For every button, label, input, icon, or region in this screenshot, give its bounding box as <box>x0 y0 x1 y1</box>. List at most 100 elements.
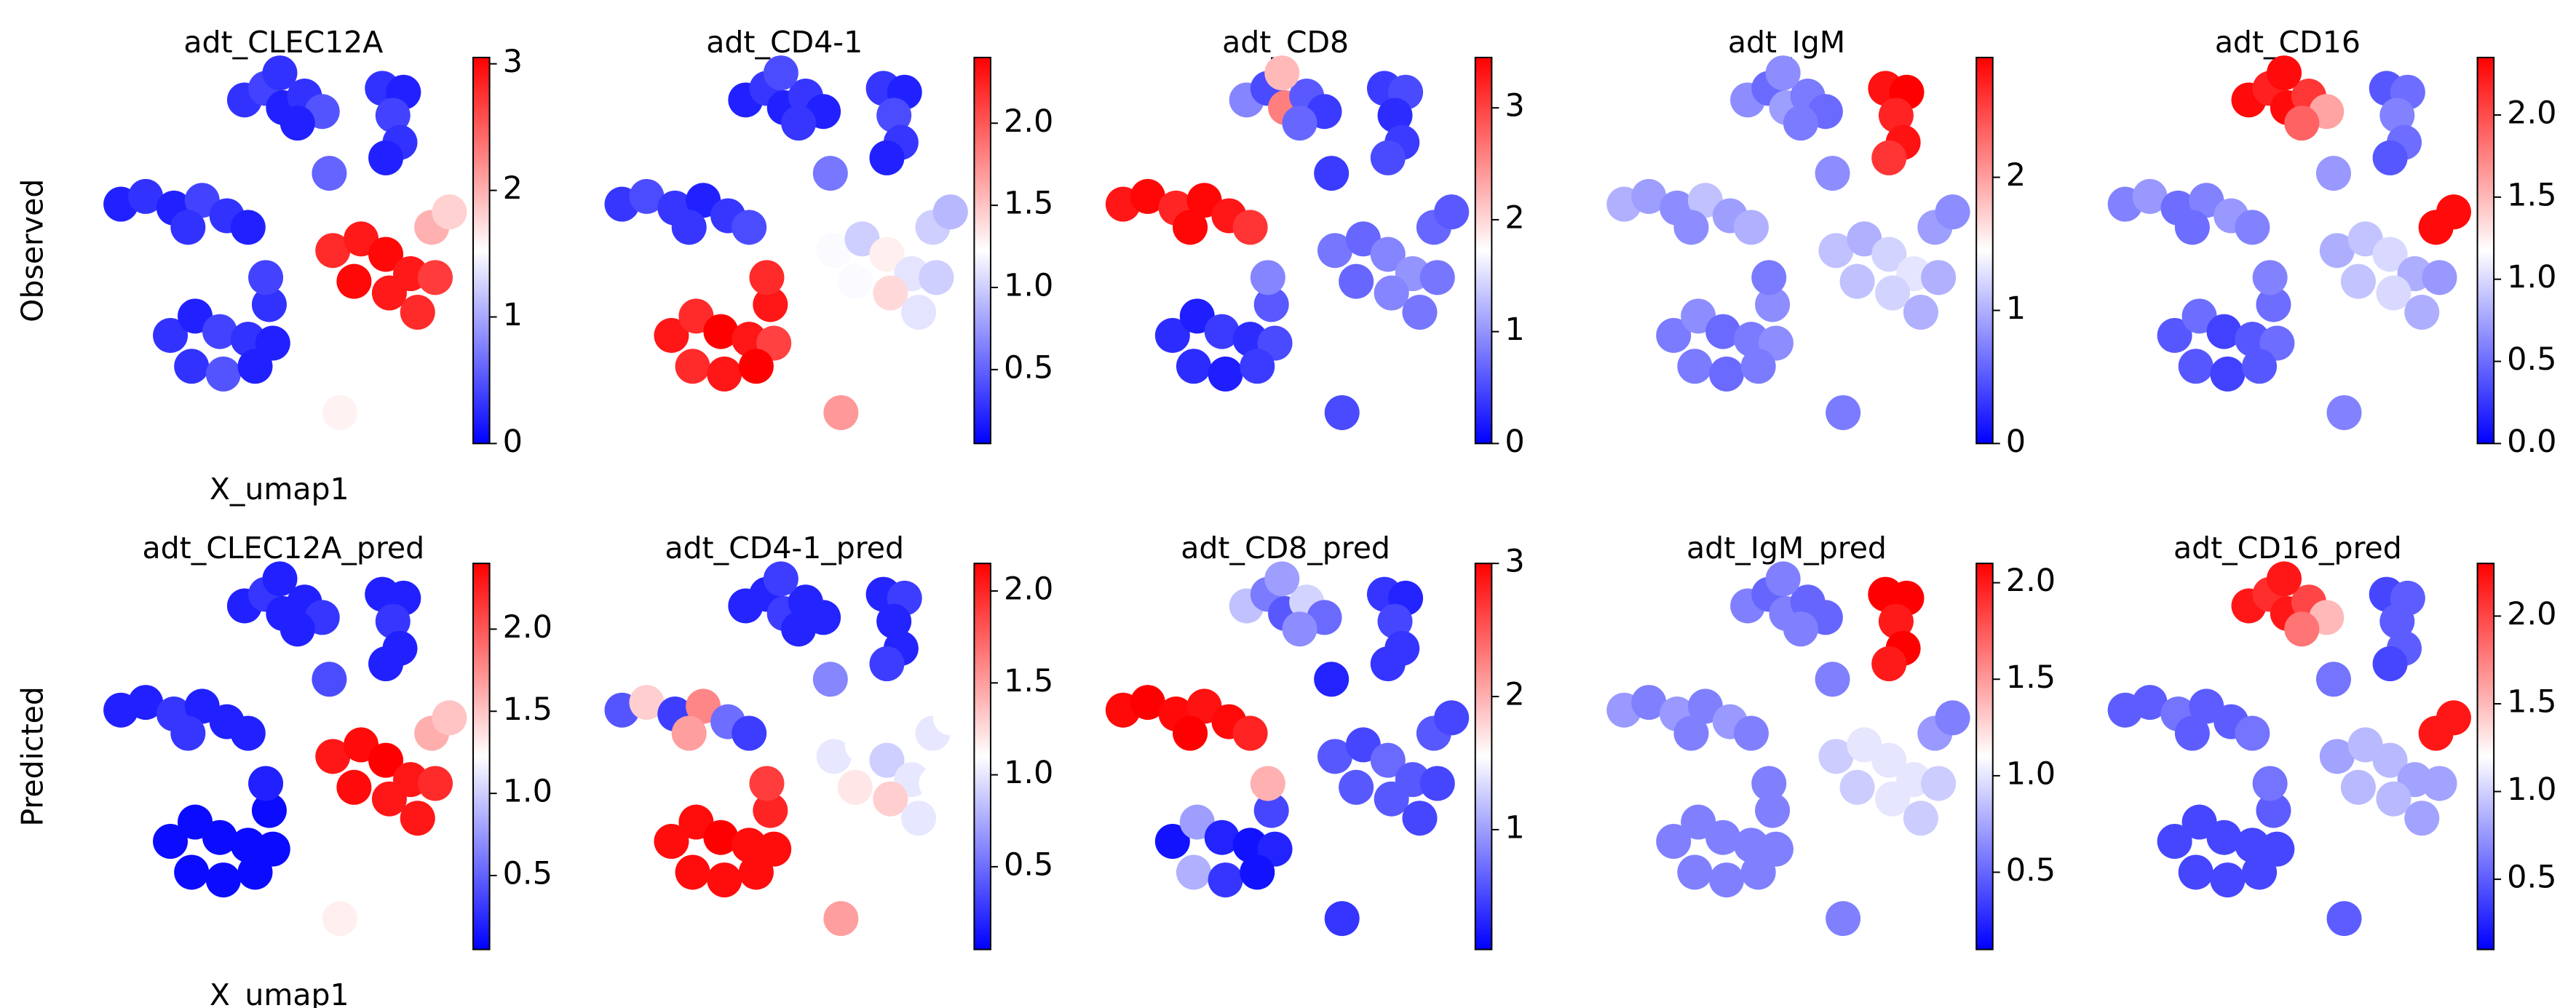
cell-point <box>2252 260 2288 295</box>
cell-point <box>2235 210 2270 245</box>
colorbar <box>2476 56 2495 445</box>
cell-point <box>2210 356 2246 392</box>
cell-point <box>1434 194 1470 230</box>
cell-point <box>1402 801 1438 836</box>
cell-point <box>1839 769 1875 805</box>
cell-point <box>230 210 266 245</box>
cell-point <box>2284 106 2320 141</box>
colorbar-tick-label: 3 <box>503 44 523 80</box>
cell-point <box>1818 233 1854 269</box>
cell-point <box>1232 715 1268 751</box>
cell-point <box>1783 106 1818 141</box>
cell-point <box>170 210 206 245</box>
colorbar-tick-label: 1.5 <box>2507 177 2556 213</box>
cell-point <box>1921 766 1957 801</box>
cell-point <box>1154 317 1190 353</box>
colorbar-tick-label: 0.5 <box>2006 852 2056 889</box>
cell-point <box>230 715 266 751</box>
cell-point <box>1871 237 1907 272</box>
cell-point <box>1740 349 1776 384</box>
cell-point <box>174 854 210 890</box>
cell-point <box>869 742 905 778</box>
panel-title: adt_IgM <box>1728 25 1845 60</box>
cell-point <box>2242 349 2278 384</box>
colorbar-tick-label: 1 <box>503 297 523 333</box>
cell-point <box>2256 793 2291 828</box>
cell-point <box>1339 263 1374 299</box>
cell-point <box>2379 603 2415 639</box>
cell-point <box>753 793 788 828</box>
cell-point <box>1208 356 1243 392</box>
cell-point <box>1314 156 1350 191</box>
cell-point <box>876 98 912 133</box>
cell-point <box>2372 646 2408 682</box>
cell-point <box>2284 611 2320 647</box>
colorbar-tick-label: 1.0 <box>2507 771 2556 808</box>
cell-point <box>671 715 707 751</box>
cell-point <box>1282 106 1317 141</box>
cell-point <box>629 685 665 721</box>
panel-title: adt_CLEC12A_pred <box>142 531 424 565</box>
cell-point <box>400 801 435 836</box>
colorbar-tick-label: 1.0 <box>2006 755 2056 792</box>
cell-point <box>1402 295 1438 330</box>
panel-title: adt_CD16 <box>2215 25 2361 60</box>
cell-point <box>932 194 968 230</box>
x-axis-label: X_umap1 <box>210 472 349 507</box>
cell-point <box>1705 314 1741 349</box>
cell-point <box>1755 793 1791 828</box>
colorbar <box>1474 56 1493 445</box>
cell-point <box>837 769 873 805</box>
cell-point <box>1176 349 1211 384</box>
cell-point <box>675 349 710 384</box>
colorbar-tick-label: 0.5 <box>2507 860 2556 896</box>
cell-point <box>248 260 284 295</box>
colorbar <box>472 56 491 445</box>
cell-point <box>2210 862 2246 898</box>
cell-point <box>1317 233 1353 269</box>
cell-point <box>2372 140 2408 175</box>
cell-point <box>781 611 817 647</box>
colorbar-tick-label: 1.5 <box>2507 684 2556 721</box>
colorbar-tick-label: 2.0 <box>1004 103 1053 140</box>
cell-point <box>732 715 767 751</box>
colorbar-tick-label: 0 <box>503 424 523 460</box>
cell-point <box>1317 739 1353 774</box>
cell-point <box>1370 140 1406 175</box>
cell-point <box>1419 260 1455 295</box>
colorbar-tick-label: 2 <box>1505 199 1524 236</box>
cell-point <box>1324 901 1360 937</box>
cell-point <box>1370 646 1406 682</box>
cell-point <box>2436 194 2471 230</box>
cell-point <box>248 766 284 801</box>
cell-point <box>2256 287 2291 322</box>
cell-point <box>1826 394 1861 430</box>
colorbar-tick-label: 2.0 <box>2507 596 2556 632</box>
cell-point <box>703 314 739 349</box>
cell-point <box>1935 700 1970 736</box>
cell-point <box>1240 349 1275 384</box>
cell-point <box>322 901 357 937</box>
cell-point <box>1314 662 1350 697</box>
cell-point <box>371 275 407 311</box>
cell-point <box>1871 140 1907 175</box>
cell-point <box>1708 862 1744 898</box>
cell-point <box>1434 700 1470 736</box>
cell-point <box>368 646 404 682</box>
colorbar-tick-label: 0.5 <box>1004 349 1053 386</box>
cell-point <box>1208 862 1243 898</box>
cell-point <box>1374 275 1409 311</box>
cell-point <box>1250 766 1285 801</box>
colorbar <box>472 563 491 951</box>
cell-point <box>1173 715 1208 751</box>
colorbar <box>973 56 991 445</box>
cell-point <box>1130 178 1165 214</box>
cell-point <box>812 156 848 191</box>
cell-point <box>675 854 710 890</box>
cell-point <box>1253 793 1289 828</box>
cell-point <box>251 287 287 322</box>
cell-point <box>2157 824 2192 860</box>
cell-point <box>1818 739 1854 774</box>
cell-point <box>1374 781 1409 817</box>
panel-title: adt_IgM_pred <box>1687 531 1887 565</box>
